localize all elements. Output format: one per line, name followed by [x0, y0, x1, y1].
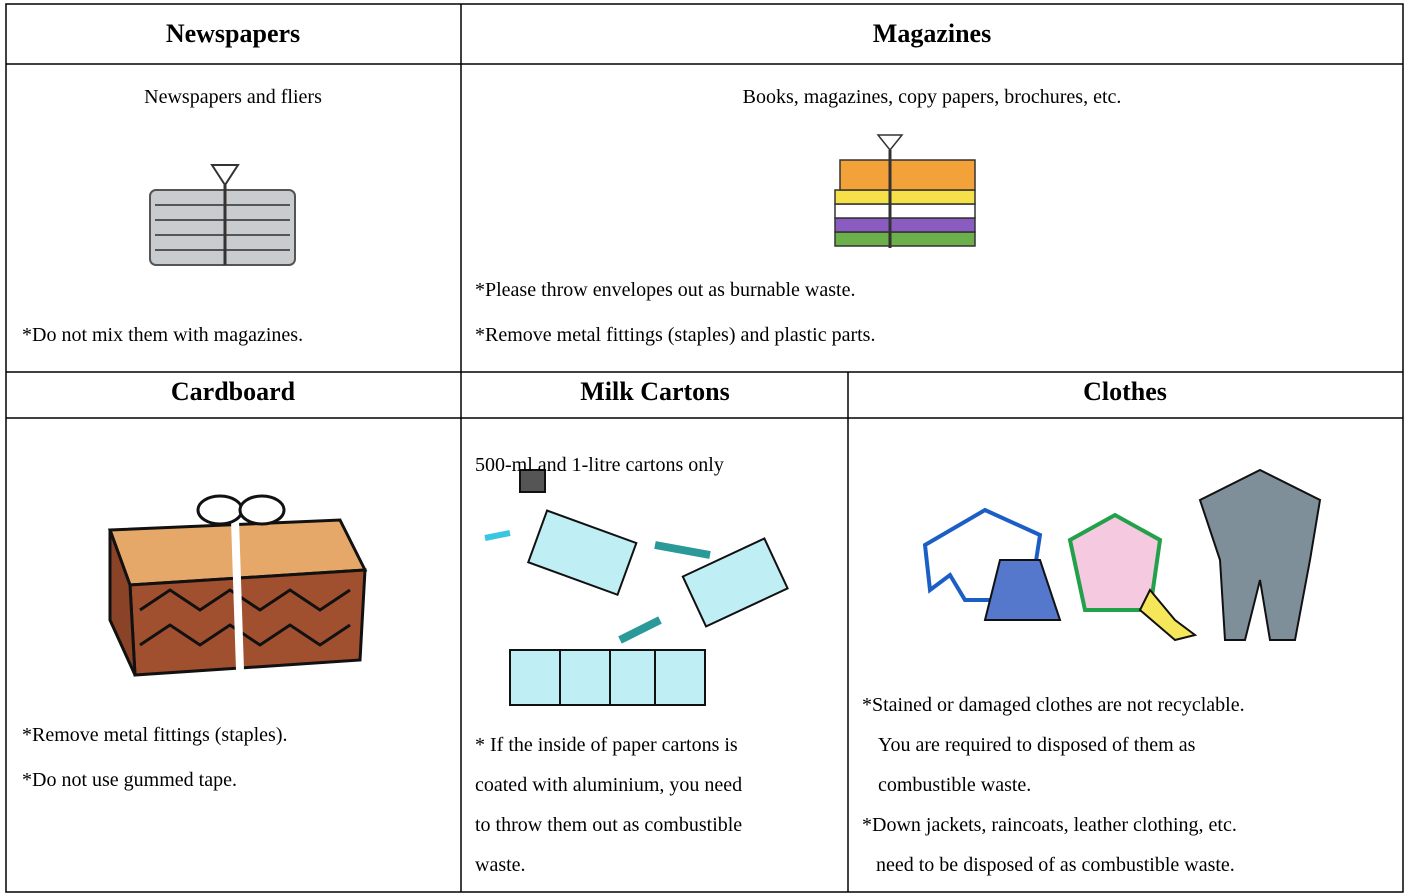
section-note: You are required to disposed of them as — [878, 734, 1196, 756]
section-note: coated with aluminium, you need — [475, 774, 743, 796]
section-note: waste. — [475, 854, 526, 876]
section-note: combustible waste. — [878, 774, 1032, 796]
section-note: need to be disposed of as combustible wa… — [876, 854, 1235, 876]
section-note: *Remove metal fittings (staples). — [22, 724, 288, 746]
section-title: Cardboard — [170, 377, 296, 406]
section-note: *Do not use gummed tape. — [22, 769, 237, 791]
section-caption: 500-ml and 1-litre cartons only — [475, 454, 724, 476]
section-note: *Stained or damaged clothes are not recy… — [862, 694, 1245, 716]
section-title: Magazines — [872, 19, 992, 48]
section-note: *Do not mix them with magazines. — [22, 324, 304, 346]
magazine-illustration — [834, 134, 976, 248]
section-note: *Please throw envelopes out as burnable … — [475, 279, 856, 301]
milk-carton-illustration — [484, 469, 789, 706]
section-note: *Down jackets, raincoats, leather clothi… — [862, 814, 1237, 836]
section-note: *Remove metal fittings (staples) and pla… — [475, 324, 876, 346]
table-grid — [5, 3, 1404, 893]
section-note: to throw them out as combustible — [475, 814, 743, 836]
section-title: Milk Cartons — [580, 377, 730, 406]
newspaper-illustration — [149, 164, 296, 266]
clothes-illustration — [922, 468, 1322, 642]
section-title: Clothes — [1083, 377, 1167, 406]
section-caption: Books, magazines, copy papers, brochures… — [742, 86, 1122, 108]
section-caption: Newspapers and fliers — [144, 86, 322, 108]
section-note: * If the inside of paper cartons is — [475, 734, 738, 756]
section-title: Newspapers — [165, 19, 301, 48]
cardboard-illustration — [107, 494, 368, 677]
